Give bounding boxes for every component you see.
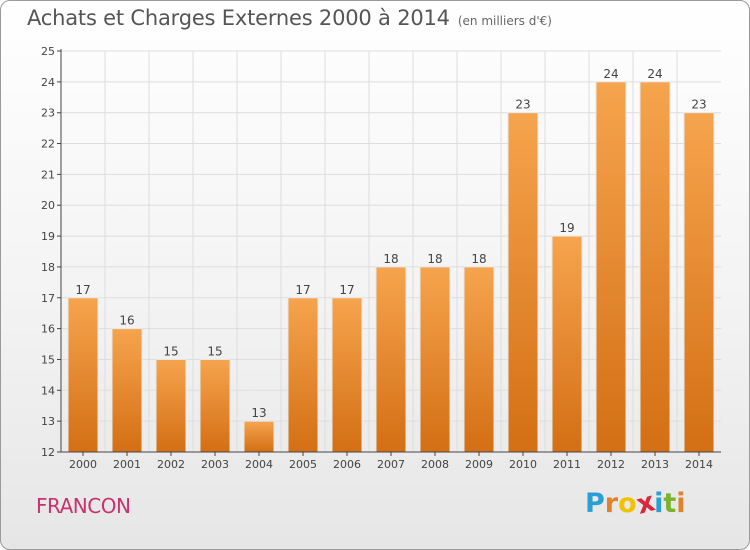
x-tick-label: 2002 [157,458,185,471]
bar [287,297,319,453]
x-tick-label: 2009 [465,458,493,471]
bar-value-label: 24 [603,67,618,81]
proxiti-logo[interactable]: Proxiti [585,486,686,520]
chart-title-text: Achats et Charges Externes 2000 à 2014 [27,6,450,30]
bar-value-label: 18 [471,252,486,266]
bar [639,81,671,453]
y-tick-label: 19 [41,230,55,243]
axes: 12 13 14 15 16 17 18 19 20 21 22 23 24 25 2000 2001 2002… [41,45,721,471]
y-tick-label: 23 [41,107,55,120]
bar-value-label: 17 [295,283,310,297]
bar [507,112,539,453]
bar-value-label: 23 [691,98,706,112]
y-tick-label: 18 [41,261,55,274]
x-tick-label: 2012 [597,458,625,471]
bar-value-label: 19 [559,221,574,235]
bar [683,112,715,453]
bar [111,328,143,453]
bar-value-label: 18 [427,252,442,266]
bar-value-label: 17 [75,283,90,297]
bar [551,235,583,453]
place-name: FRANCON [36,494,131,518]
bar-value-label: 24 [647,67,662,81]
x-tick-label: 2008 [421,458,449,471]
bar [243,420,275,453]
bars: 17 16 15 15 13 17 17 18 18 18 23 19 24 24 23 [67,67,715,453]
bar [463,266,495,453]
y-tick-label: 25 [41,45,55,58]
y-tick-label: 15 [41,353,55,366]
y-tick-label: 12 [41,446,55,459]
x-tick-label: 2011 [553,458,581,471]
y-tick-label: 14 [41,384,55,397]
y-tick-label: 22 [41,138,55,151]
bar-value-label: 23 [515,98,530,112]
x-tick-label: 2000 [69,458,97,471]
x-tick-label: 2010 [509,458,537,471]
logo-letter: r [604,488,619,519]
bar [331,297,363,453]
logo-letter: t [663,488,677,519]
bar-value-label: 16 [119,314,134,328]
bar [199,358,231,453]
x-tick-label: 2007 [377,458,405,471]
y-tick-label: 17 [41,292,55,305]
bar-value-label: 17 [339,283,354,297]
x-tick-label: 2005 [289,458,317,471]
x-tick-label: 2003 [201,458,229,471]
bar [375,266,407,453]
y-tick-label: 16 [41,323,55,336]
x-tick-label: 2014 [685,458,713,471]
y-tick-label: 21 [41,168,55,181]
x-tick-label: 2006 [333,458,361,471]
bar [419,266,451,453]
bar [67,297,99,453]
logo-letter: i [654,488,664,519]
x-tick-label: 2013 [641,458,669,471]
y-tick-label: 24 [41,76,55,89]
x-tick-label: 2004 [245,458,273,471]
logo-letter: i [676,488,686,519]
chart-title: Achats et Charges Externes 2000 à 2014 (e… [27,6,552,30]
y-tick-label: 20 [41,199,55,212]
logo-letter: o [618,488,637,519]
y-tick-label: 13 [41,415,55,428]
x-tick-label: 2001 [113,458,141,471]
bar-value-label: 15 [207,344,222,358]
bar-value-label: 13 [251,406,266,420]
bar [595,81,627,453]
chart-subtitle: (en milliers d'€) [457,14,552,28]
logo-letter: P [585,488,605,519]
bar-value-label: 15 [163,344,178,358]
bar [155,358,187,453]
bar-value-label: 18 [383,252,398,266]
